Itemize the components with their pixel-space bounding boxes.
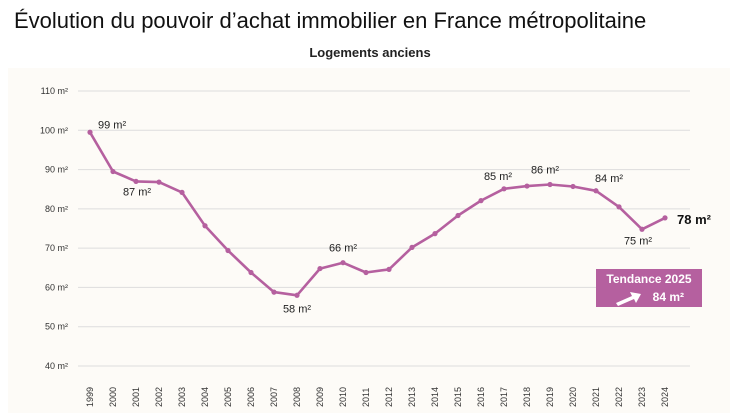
x-tick-label: 2015: [453, 387, 463, 407]
data-point: [409, 244, 415, 250]
x-tick-label: 2000: [108, 387, 118, 407]
x-tick-label: 2001: [131, 387, 141, 407]
data-point: [386, 266, 392, 272]
data-point: [156, 179, 162, 185]
arrow-up-right-icon: [616, 292, 641, 306]
x-tick-label: 2020: [568, 387, 578, 407]
data-point: [662, 215, 668, 221]
trend-value: 84 m²: [653, 290, 684, 304]
y-tick-label: 60 m²: [45, 282, 68, 292]
data-point: [593, 188, 599, 194]
data-point: [110, 168, 116, 175]
trend-label: Tendance 2025: [606, 272, 691, 286]
y-tick-label: 100 m²: [40, 125, 68, 135]
data-label: 84 m²: [595, 173, 623, 185]
data-label: 78 m²: [677, 212, 712, 227]
y-tick-label: 110 m²: [41, 86, 68, 96]
data-point: [340, 260, 346, 266]
chart-title: Évolution du pouvoir d’achat immobilier …: [14, 8, 647, 33]
x-tick-label: 2024: [660, 387, 670, 407]
x-tick-label: 2023: [637, 387, 647, 407]
data-point: [294, 292, 300, 298]
x-tick-label: 2011: [361, 388, 371, 407]
data-label: 99 m²: [98, 119, 126, 131]
y-tick-label: 40 m²: [45, 361, 68, 371]
data-point: [432, 231, 438, 237]
data-label: 87 m²: [123, 186, 151, 198]
x-tick-label: 1999: [85, 387, 95, 407]
data-point: [225, 247, 231, 254]
x-tick-label: 2014: [430, 387, 440, 407]
x-tick-label: 2021: [591, 387, 601, 407]
data-label: 66 m²: [329, 243, 357, 255]
data-point: [570, 183, 576, 190]
y-tick-label: 70 m²: [45, 243, 68, 253]
x-tick-label: 2004: [200, 387, 210, 407]
x-tick-label: 2022: [614, 387, 624, 407]
data-point: [639, 226, 645, 232]
data-label: 75 m²: [624, 235, 652, 247]
data-point: [501, 186, 507, 192]
x-tick-label: 2007: [269, 387, 279, 407]
x-tick-label: 2006: [246, 387, 256, 407]
x-tick-label: 2008: [292, 387, 302, 407]
data-point: [524, 183, 530, 189]
trend-box: [596, 269, 702, 307]
x-tick-label: 2005: [223, 387, 233, 407]
x-tick-label: 2019: [545, 387, 555, 407]
series-line: [88, 131, 667, 297]
data-point: [317, 265, 323, 272]
data-point: [271, 289, 277, 295]
chart-subtitle: Logements anciens: [309, 45, 431, 60]
data-label: 86 m²: [531, 165, 559, 177]
data-point: [248, 269, 254, 276]
data-point: [363, 269, 369, 276]
y-tick-label: 50 m²: [45, 322, 68, 332]
data-point: [179, 189, 185, 195]
x-tick-label: 2017: [499, 387, 509, 407]
data-label: 85 m²: [484, 171, 512, 183]
data-point: [616, 204, 622, 210]
y-tick-label: 90 m²: [45, 165, 68, 175]
data-point: [87, 129, 93, 135]
data-point: [133, 178, 139, 184]
data-point: [455, 212, 461, 219]
x-tick-label: 2003: [177, 387, 187, 407]
x-tick-label: 2012: [384, 387, 394, 407]
x-tick-label: 2009: [315, 387, 325, 407]
data-point: [478, 198, 484, 204]
x-tick-label: 2010: [338, 387, 348, 407]
x-tick-label: 2002: [154, 387, 164, 407]
chart-panel: [8, 68, 730, 413]
data-point: [547, 181, 553, 188]
x-tick-label: 2013: [407, 387, 417, 407]
x-tick-label: 2016: [476, 387, 486, 407]
data-label: 58 m²: [283, 303, 311, 315]
x-tick-label: 2018: [522, 387, 532, 407]
y-tick-label: 80 m²: [45, 204, 68, 214]
data-point: [202, 223, 208, 229]
